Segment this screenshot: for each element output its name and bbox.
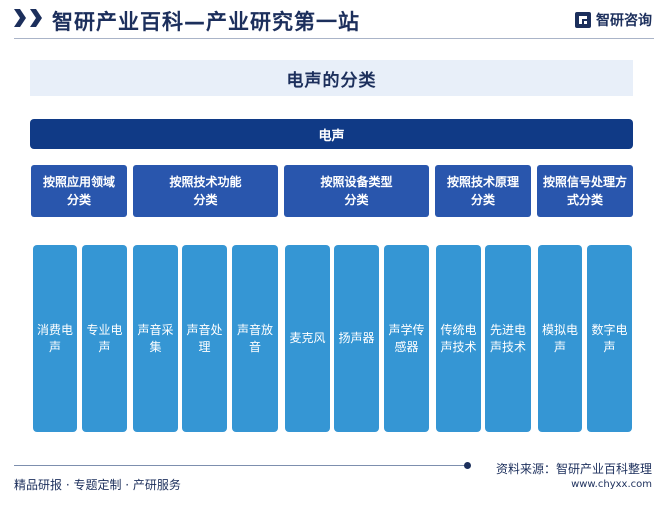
footer-tagline: 精品研报 · 专题定制 · 产研服务 [14,478,181,492]
leaf-node: 消费电 声 [33,245,77,432]
leaf-node: 声学传 感器 [384,245,429,432]
header-divider [14,38,654,39]
source-url: www.chyxx.com [571,479,652,490]
category-node-function: 按照技术功能 分类 [133,165,278,217]
leaf-node: 声音采 集 [133,245,178,432]
leaf-node: 模拟电 声 [538,245,582,432]
leaf-node: 声音处 理 [182,245,227,432]
diagram-title: 电声的分类 [30,60,633,96]
category-node-signal: 按照信号处理方 式分类 [537,165,633,217]
category-node-application: 按照应用领域 分类 [31,165,127,217]
leaf-node: 传统电 声技术 [436,245,481,432]
page-header: 智研产业百科—产业研究第一站 智研咨询 [0,0,668,40]
category-node-principle: 按照技术原理 分类 [435,165,531,217]
footer-divider-dot [464,462,471,469]
chevron-right-icon [30,9,42,27]
brand-name: 智研咨询 [596,13,652,29]
leaf-node: 专业电 声 [82,245,127,432]
leaf-node: 声音放 音 [232,245,278,432]
leaf-node: 先进电 声技术 [485,245,531,432]
leaf-node: 麦克风 [285,245,330,432]
root-node: 电声 [30,119,633,149]
brand: 智研咨询 [574,10,652,30]
leaf-node: 扬声器 [334,245,379,432]
zhiyan-logo-icon [575,12,591,28]
page-title: 智研产业百科—产业研究第一站 [52,10,360,34]
category-node-device: 按照设备类型 分类 [284,165,429,217]
source-note: 资料来源：智研产业百科整理 [495,462,652,476]
chevron-right-icon [14,9,26,27]
footer-divider [14,465,466,466]
leaf-node: 数字电 声 [587,245,632,432]
